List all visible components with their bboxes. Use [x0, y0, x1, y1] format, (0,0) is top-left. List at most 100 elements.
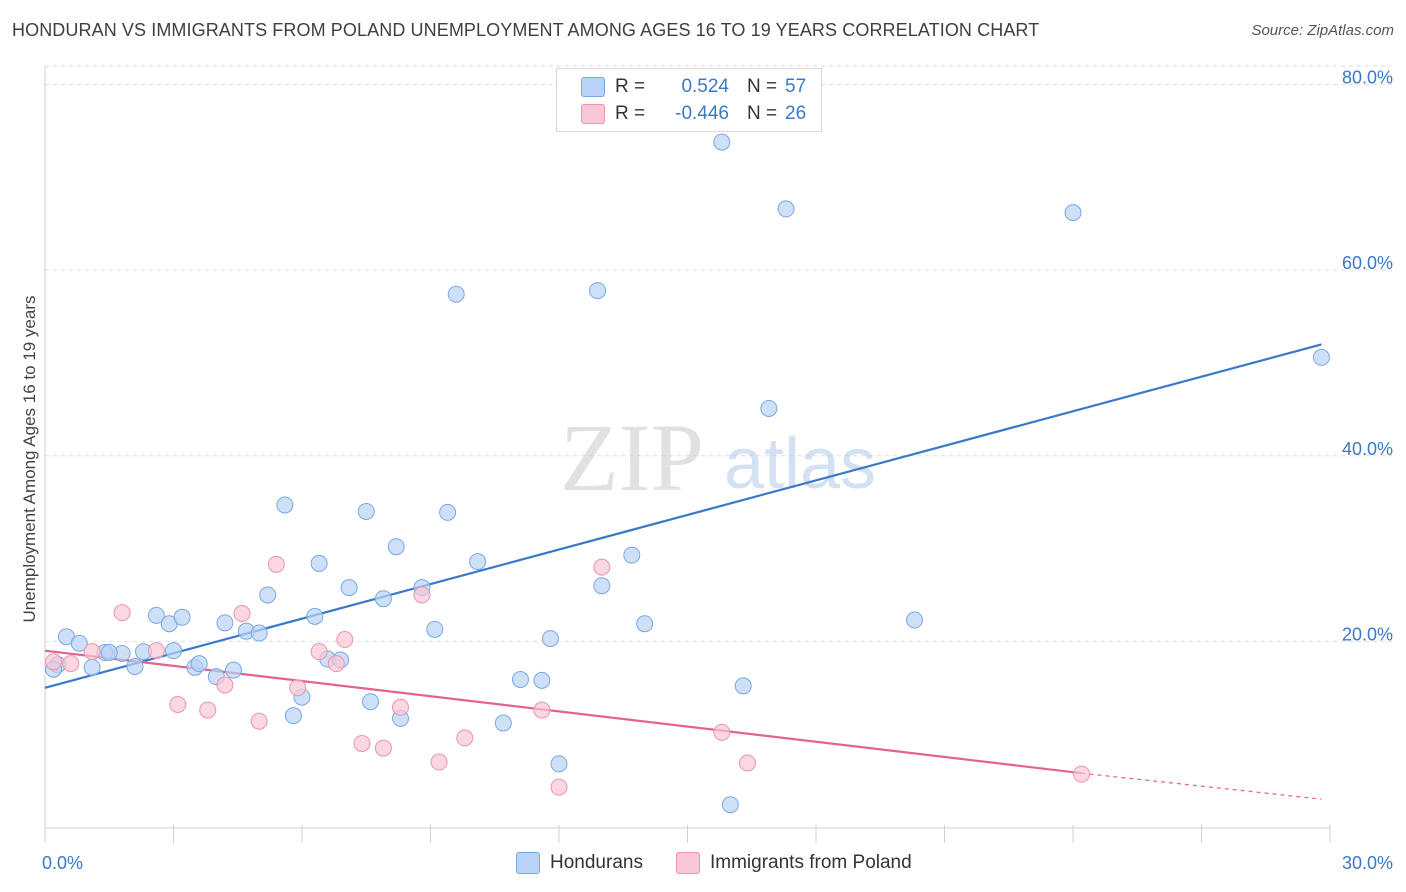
poland-point [456, 729, 474, 747]
scatter-points [45, 133, 1330, 814]
honduran-point [362, 693, 380, 711]
legend-row-poland: R = -0.446 N = 26 [581, 101, 806, 127]
poland-point [374, 739, 392, 757]
poland-point [233, 605, 251, 623]
legend-r-value: 0.524 [681, 76, 729, 97]
honduran-point [126, 657, 144, 675]
honduran-point [469, 553, 487, 571]
legend-r-label: R = [615, 103, 646, 124]
poland-point [169, 695, 187, 713]
honduran-point [760, 399, 778, 417]
honduran-point [623, 546, 641, 564]
honduran-point [1312, 348, 1330, 366]
legend-r-label: R = [615, 76, 646, 97]
legend-row-hondurans: R = 0.524 N = 57 [581, 74, 806, 100]
x-tick-label: 0.0% [42, 853, 83, 873]
honduran-point [734, 677, 752, 695]
poland-point [113, 604, 131, 622]
poland-point [550, 778, 568, 796]
legend-n-value: 57 [785, 76, 807, 97]
series-legend: Hondurans Immigrants from Poland [0, 852, 1406, 878]
legend-n-label: N = [747, 103, 778, 124]
honduran-point [216, 614, 234, 632]
honduran-point [721, 796, 739, 814]
honduran-point [276, 496, 294, 514]
axes [44, 66, 1331, 843]
honduran-point [147, 606, 165, 624]
poland-point [738, 754, 756, 772]
legend-label-hondurans: Hondurans [550, 852, 643, 873]
watermark-atlas: atlas [724, 424, 876, 504]
honduran-point [541, 630, 559, 648]
poland-point [62, 655, 80, 673]
honduran-point [447, 285, 465, 303]
honduran-point [511, 670, 529, 688]
poland-point [45, 653, 63, 671]
honduran-point [310, 554, 328, 572]
watermark-zip: ZIP [560, 404, 704, 511]
y-axis-label: Unemployment Among Ages 16 to 19 years [20, 295, 39, 623]
y-tick-label: 80.0% [1342, 68, 1393, 88]
legend-label-poland: Immigrants from Poland [710, 852, 912, 873]
correlation-legend: R = 0.524 N = 57 R = -0.446 N = 26 [556, 68, 822, 132]
legend-swatch-pink [581, 104, 605, 124]
legend-item-poland[interactable]: Immigrants from Poland [676, 852, 912, 874]
honduran-point [439, 503, 457, 521]
poland-point [267, 555, 285, 573]
honduran-trend-line [44, 343, 1322, 689]
y-tick-label: 20.0% [1342, 624, 1393, 644]
honduran-point [777, 200, 795, 218]
honduran-point [589, 282, 607, 300]
honduran-point [250, 624, 268, 642]
poland-point [327, 655, 345, 673]
poland-point [250, 712, 268, 730]
honduran-point [533, 671, 551, 689]
honduran-point [173, 608, 191, 626]
honduran-point [306, 607, 324, 625]
tick-labels: 20.0% 40.0% 60.0% 80.0% 0.0% 30.0% [42, 68, 1393, 873]
poland-trend-extension [1081, 772, 1322, 800]
honduran-point [906, 611, 924, 629]
poland-point [392, 698, 410, 716]
grid-lines [45, 65, 1392, 642]
honduran-point [259, 586, 277, 604]
honduran-point [494, 714, 512, 732]
legend-swatch-blue [581, 77, 605, 97]
honduran-point [1064, 204, 1082, 222]
poland-point [216, 676, 234, 694]
poland-point [199, 701, 217, 719]
poland-point [430, 753, 448, 771]
poland-point [533, 701, 551, 719]
honduran-point [593, 577, 611, 595]
poland-point [310, 643, 328, 661]
chart-title: HONDURAN VS IMMIGRANTS FROM POLAND UNEMP… [12, 20, 1040, 40]
honduran-point [224, 661, 242, 679]
honduran-point [550, 755, 568, 773]
poland-point [713, 723, 731, 741]
legend-n-label: N = [747, 76, 778, 97]
poland-point [413, 586, 431, 604]
legend-swatch-poland [676, 852, 700, 874]
source-label: Source: ZipAtlas.com [1251, 22, 1394, 39]
legend-r-value: -0.446 [675, 103, 729, 124]
honduran-point [165, 642, 182, 660]
watermark: ZIP atlas [560, 404, 876, 511]
honduran-point [387, 538, 405, 556]
legend-swatch-hondurans [516, 852, 540, 874]
honduran-point [83, 658, 101, 676]
honduran-point [100, 644, 118, 662]
honduran-point [284, 707, 302, 725]
honduran-point [374, 590, 392, 608]
poland-point [83, 643, 101, 661]
honduran-point [636, 615, 654, 633]
honduran-point [340, 579, 358, 597]
poland-point [336, 631, 354, 649]
y-tick-label: 60.0% [1342, 253, 1393, 273]
poland-point [147, 642, 165, 660]
x-tick-label: 30.0% [1342, 853, 1393, 873]
poland-point [289, 679, 307, 697]
legend-item-hondurans[interactable]: Hondurans [516, 852, 643, 874]
honduran-point [426, 620, 444, 638]
honduran-point [190, 655, 208, 673]
